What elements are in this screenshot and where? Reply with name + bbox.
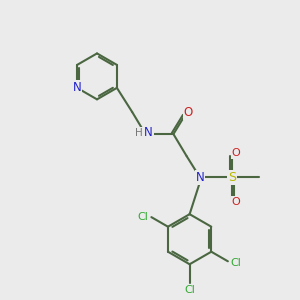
Text: O: O [184,106,193,119]
Text: Cl: Cl [231,258,242,268]
Text: N: N [196,171,204,184]
Text: O: O [232,196,240,206]
Text: N: N [73,81,82,94]
Text: N: N [144,126,153,139]
Text: Cl: Cl [138,212,148,222]
Text: S: S [228,171,236,184]
Text: Cl: Cl [184,285,195,295]
Text: H: H [135,128,143,138]
Text: O: O [232,148,240,158]
